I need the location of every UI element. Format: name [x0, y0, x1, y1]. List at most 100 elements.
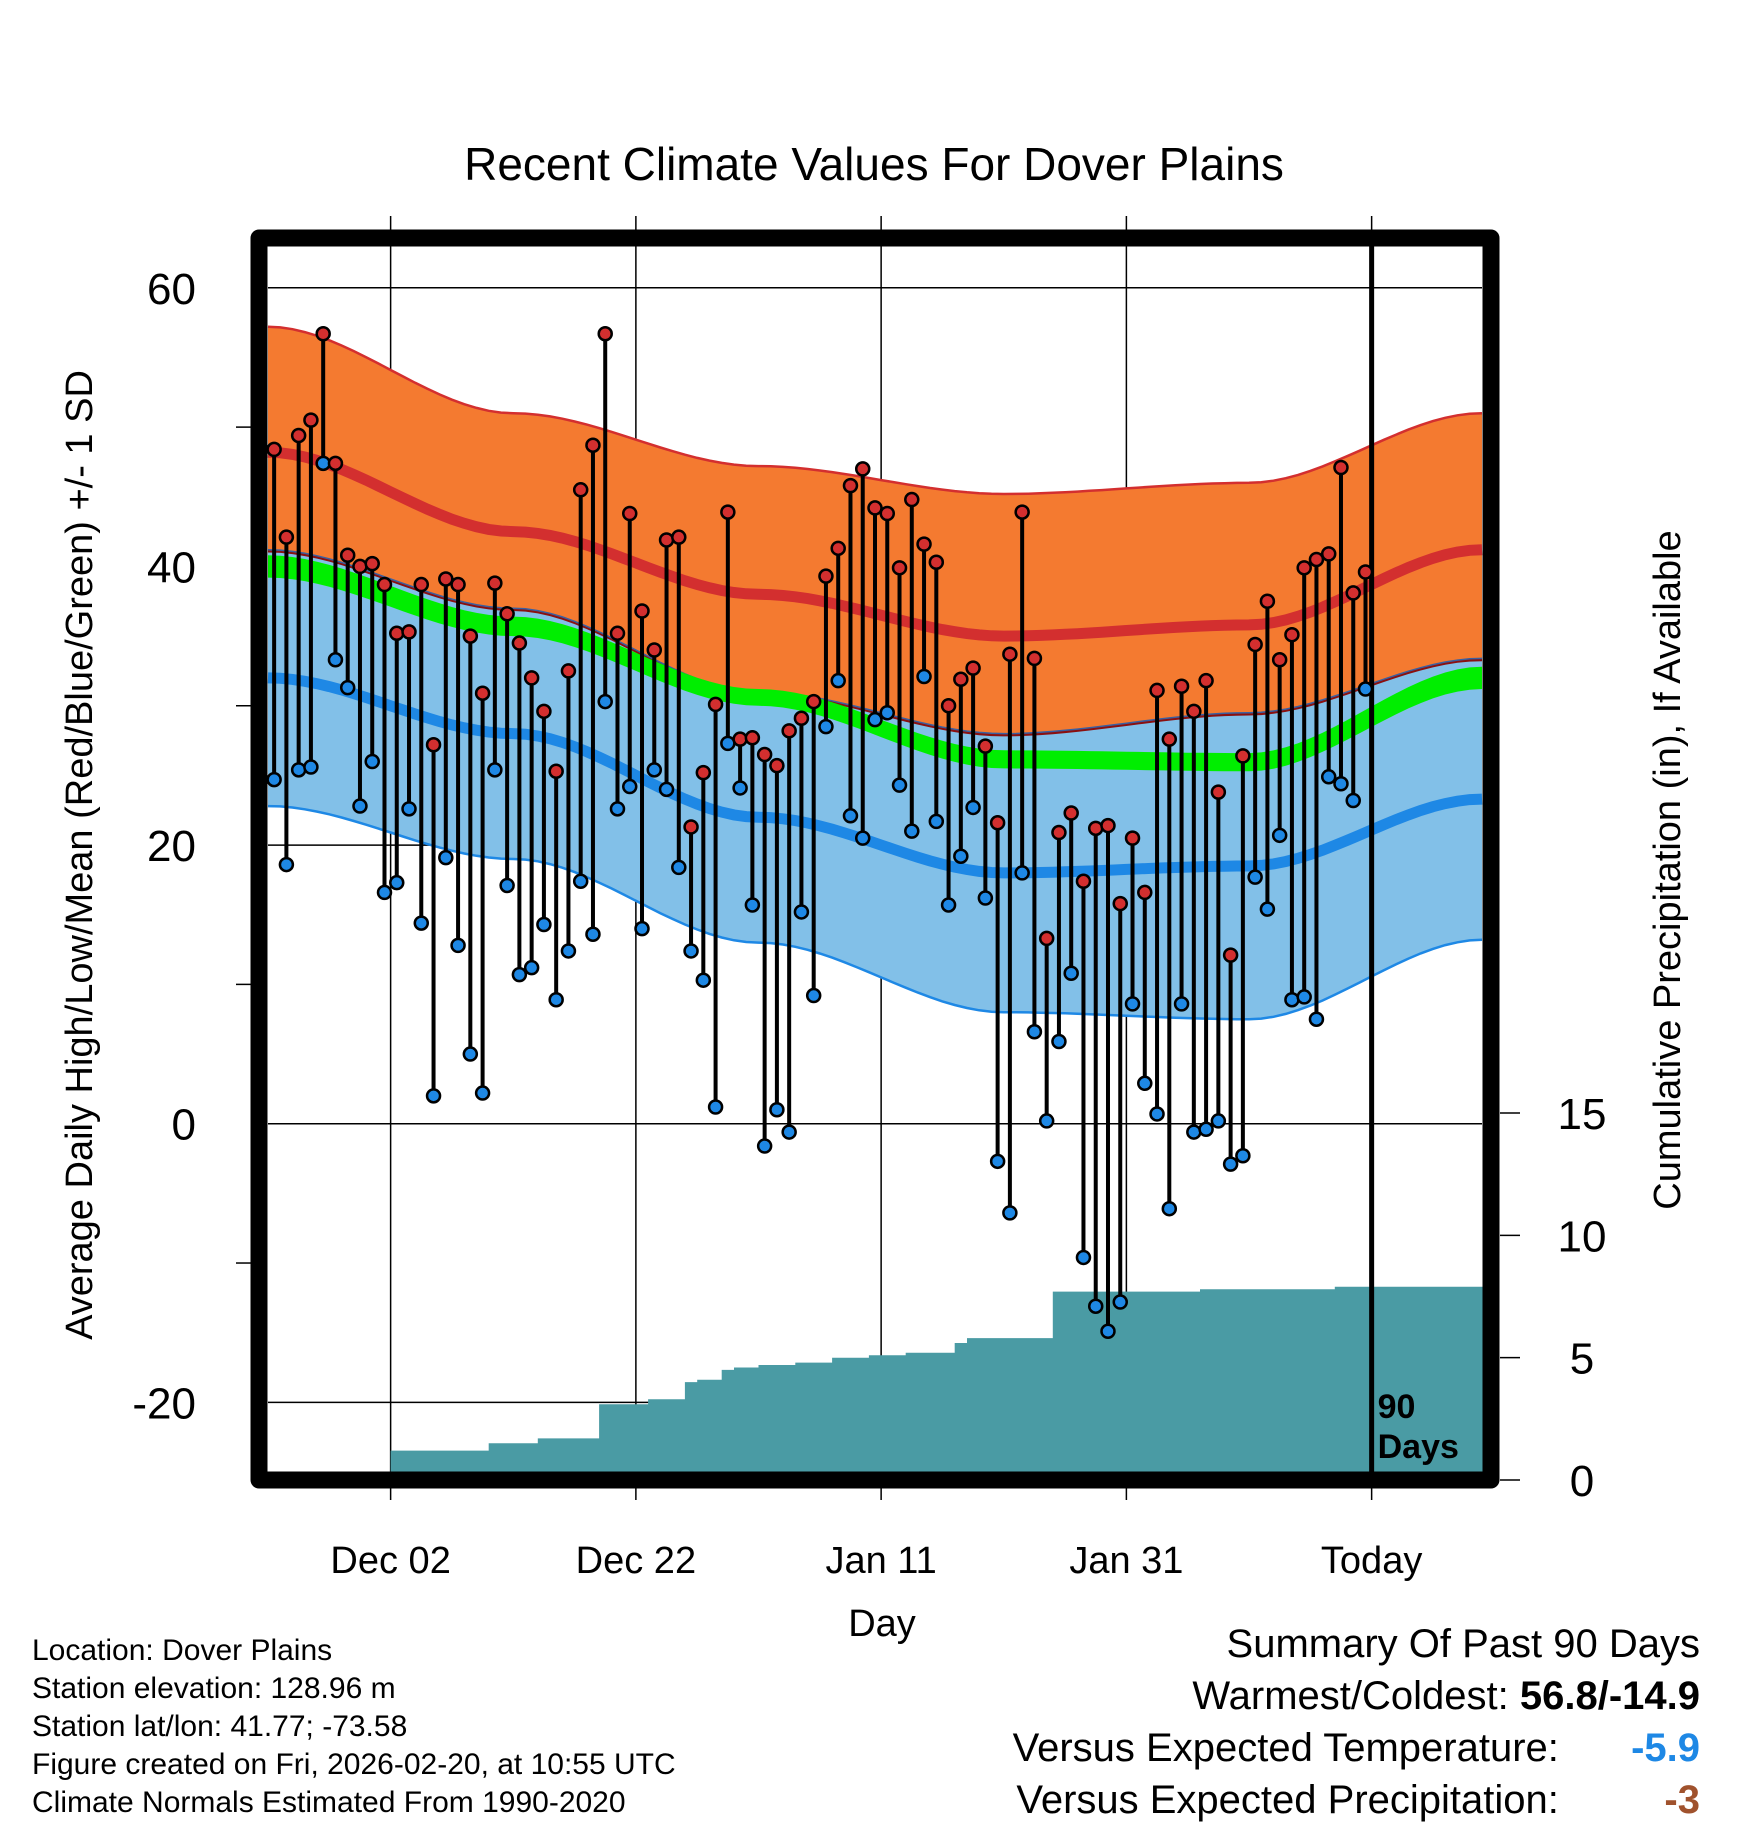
high-point — [989, 815, 1006, 831]
high-point — [1112, 895, 1129, 912]
high-point — [548, 763, 564, 779]
high-point — [1161, 731, 1178, 747]
low-point — [1149, 1106, 1165, 1122]
low-point — [278, 856, 295, 873]
high-point — [1222, 947, 1239, 963]
x-tick-label: Today — [1321, 1540, 1422, 1582]
low-point — [1198, 1121, 1214, 1138]
high-point — [1087, 820, 1104, 837]
x-tick-label: Jan 31 — [1069, 1540, 1183, 1582]
low-point — [1333, 776, 1349, 792]
high-point — [781, 723, 797, 739]
precip-label: Versus Expected Precipitation: — [1016, 1778, 1559, 1822]
warmest-label: Warmest/Coldest: — [1192, 1674, 1509, 1718]
high-point — [1075, 873, 1092, 890]
high-point — [1186, 703, 1202, 720]
summary-warmest-row: Warmest/Coldest: 56.8/-14.9 — [1192, 1674, 1700, 1719]
y-axis-label-right: Cumulative Precipitation (in), If Availa… — [1647, 530, 1689, 1209]
low-point — [327, 652, 344, 668]
high-point — [450, 576, 466, 593]
low-point — [658, 781, 675, 798]
low-point — [413, 915, 430, 931]
high-point — [1333, 459, 1349, 476]
low-point — [339, 679, 356, 696]
high-point — [977, 738, 994, 754]
high-point — [769, 757, 785, 774]
low-point — [585, 926, 601, 942]
low-point — [1124, 996, 1141, 1012]
low-point — [683, 943, 699, 959]
low-point — [450, 937, 466, 954]
low-point — [1345, 792, 1361, 809]
high-point — [1038, 930, 1055, 947]
high-point — [315, 326, 331, 342]
daily-points — [266, 326, 1374, 1340]
average-band — [268, 555, 1482, 772]
high-point — [1308, 551, 1325, 568]
high-point — [756, 746, 773, 763]
low-point — [891, 777, 908, 793]
y-tick-label-right: 15 — [1558, 1090, 1607, 1139]
low-point — [364, 753, 380, 770]
low-point — [732, 780, 748, 796]
high-point — [1124, 830, 1141, 846]
low-point — [818, 718, 834, 735]
meta-normals: Climate Normals Estimated From 1990-2020 — [32, 1786, 626, 1819]
low-point — [1259, 901, 1276, 917]
low-point — [977, 890, 994, 906]
temp-label: Versus Expected Temperature: — [1012, 1726, 1559, 1770]
low-point — [805, 987, 822, 1004]
low-point — [1002, 1205, 1018, 1221]
high-point — [290, 427, 307, 444]
low-point — [904, 823, 920, 839]
high-point — [1051, 824, 1067, 841]
low-point — [1014, 865, 1030, 881]
low-point — [572, 873, 589, 890]
high-point — [658, 532, 675, 548]
high-point — [597, 326, 613, 342]
low-point — [401, 801, 417, 817]
high-point — [401, 624, 417, 640]
high-point — [376, 576, 393, 593]
high-point — [438, 571, 454, 587]
high-point — [732, 731, 748, 747]
high-point — [327, 455, 344, 472]
low-point — [842, 808, 859, 824]
high-point — [1284, 626, 1300, 643]
high-point — [1320, 546, 1337, 562]
low-point — [646, 762, 663, 778]
high-point — [904, 491, 920, 508]
low-point — [474, 1085, 491, 1101]
low-point — [1284, 991, 1300, 1008]
low-point — [290, 762, 307, 778]
high-point — [1235, 748, 1251, 764]
high-point — [1063, 805, 1079, 821]
low-point — [425, 1088, 442, 1104]
low-point — [953, 848, 969, 864]
high-point — [303, 412, 319, 428]
plot-border — [250, 229, 1500, 1489]
low-point — [793, 904, 810, 920]
high-point — [1002, 646, 1018, 662]
high-point — [339, 547, 356, 564]
low-point — [1210, 1113, 1227, 1129]
low-point — [1235, 1147, 1251, 1164]
high-point — [536, 703, 552, 720]
high-point — [634, 603, 650, 619]
low-point — [438, 849, 454, 866]
low-point — [867, 711, 883, 728]
meta-elevation: Station elevation: 128.96 m — [32, 1672, 396, 1705]
low-point — [536, 916, 552, 933]
low-point — [1063, 965, 1079, 981]
x-tick-label: Dec 22 — [576, 1540, 696, 1582]
chart-title: Recent Climate Values For Dover Plains — [464, 138, 1284, 190]
high-point — [1247, 636, 1263, 653]
warmest-value: 56.8/-14.9 — [1519, 1674, 1700, 1718]
high-point — [1014, 504, 1030, 520]
low-point — [744, 897, 761, 913]
high-point — [462, 628, 479, 644]
today-label-days: Days — [1378, 1428, 1459, 1466]
low-point — [769, 1102, 785, 1118]
summary-heading: Summary Of Past 90 Days — [1226, 1622, 1700, 1666]
